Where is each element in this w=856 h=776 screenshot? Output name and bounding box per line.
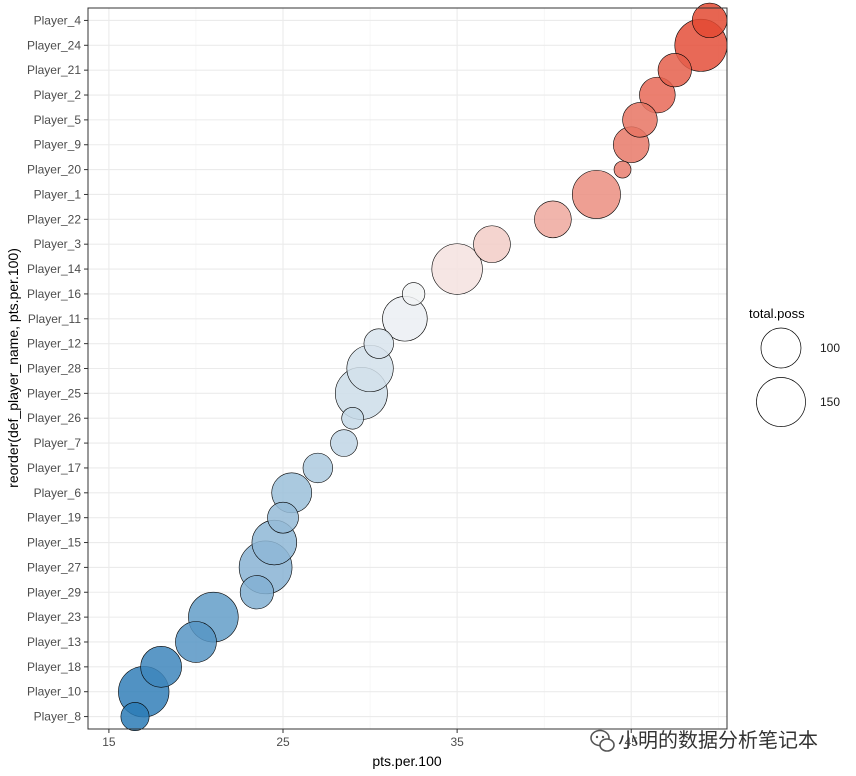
y-tick-label: Player_7 xyxy=(34,436,82,450)
y-tick-label: Player_19 xyxy=(27,511,81,525)
y-tick-label: Player_25 xyxy=(27,386,81,400)
y-tick-label: Player_20 xyxy=(27,163,81,177)
legend-key-100 xyxy=(760,327,802,369)
legend-label-100: 100 xyxy=(820,341,840,355)
y-tick-label: Player_16 xyxy=(27,287,81,301)
x-tick-label: 15 xyxy=(102,735,116,749)
bubble-player-2 xyxy=(639,76,676,114)
y-tick-label: Player_9 xyxy=(34,138,82,152)
y-tick-label: Player_26 xyxy=(27,411,81,425)
y-tick-label: Player_8 xyxy=(34,710,82,724)
bubble-player-18 xyxy=(140,646,182,688)
bubble-player-3 xyxy=(473,225,511,263)
y-tick-label: Player_18 xyxy=(27,660,81,674)
x-axis-title: pts.per.100 xyxy=(372,753,441,769)
bubble-player-22 xyxy=(534,200,572,239)
bubble-player-17 xyxy=(302,452,333,484)
bubble-player-29 xyxy=(239,575,274,610)
y-tick-label: Player_15 xyxy=(27,536,81,550)
bubble-player-14 xyxy=(431,243,483,295)
legend: total.poss 100 150 xyxy=(749,306,840,427)
y-tick-label: Player_6 xyxy=(34,486,82,500)
y-tick-label: Player_17 xyxy=(27,461,81,475)
bubble-player-12 xyxy=(363,328,394,359)
y-tick-label: Player_24 xyxy=(27,38,81,52)
y-tick-label: Player_12 xyxy=(27,337,81,351)
bubble-player-8 xyxy=(120,702,150,732)
y-tick-label: Player_13 xyxy=(27,635,81,649)
bubble-player-13 xyxy=(175,621,217,663)
wechat-icon xyxy=(590,729,615,752)
y-tick-label: Player_1 xyxy=(34,187,82,201)
bubble-player-21 xyxy=(657,53,692,88)
bubble-player-26 xyxy=(341,406,364,430)
bubble-player-5 xyxy=(622,102,658,138)
y-tick-label: Player_22 xyxy=(27,212,81,226)
y-tick-label: Player_5 xyxy=(34,113,82,127)
y-tick-label: Player_23 xyxy=(27,610,81,624)
legend-title: total.poss xyxy=(749,306,805,321)
y-axis-title: reorder(def_player_name, pts.per.100) xyxy=(5,248,21,488)
y-tick-label: Player_11 xyxy=(28,312,81,326)
watermark-text: 小明的数据分析笔记本 xyxy=(618,728,818,752)
watermark: 小明的数据分析笔记本 xyxy=(590,728,818,752)
x-tick-label: 45 xyxy=(625,735,639,749)
y-tick-label: Player_10 xyxy=(27,685,81,699)
y-tick-label: Player_3 xyxy=(34,237,82,251)
y-tick-label: Player_27 xyxy=(27,560,81,574)
bubble-player-7 xyxy=(330,429,358,457)
bubble-player-16 xyxy=(401,282,426,306)
legend-label-150: 150 xyxy=(820,395,840,409)
legend-key-150 xyxy=(756,377,806,427)
y-tick-label: Player_29 xyxy=(27,585,81,599)
x-tick-label: 35 xyxy=(450,735,464,749)
x-tick-label: 25 xyxy=(276,735,290,749)
x-axis: 15 25 35 45 xyxy=(102,729,638,749)
y-tick-label: Player_21 xyxy=(27,63,81,77)
y-tick-label: Player_4 xyxy=(34,13,82,27)
y-axis: Player_8 Player_10 Player_18 Player_13 Playe… xyxy=(27,13,88,724)
bubbles xyxy=(118,2,728,732)
y-tick-label: Player_14 xyxy=(27,262,81,276)
bubble-player-19 xyxy=(267,501,299,534)
bubble-player-1 xyxy=(572,170,621,219)
y-tick-label: Player_2 xyxy=(34,88,82,102)
bubble-player-20 xyxy=(613,160,632,179)
y-tick-label: Player_28 xyxy=(27,362,81,376)
